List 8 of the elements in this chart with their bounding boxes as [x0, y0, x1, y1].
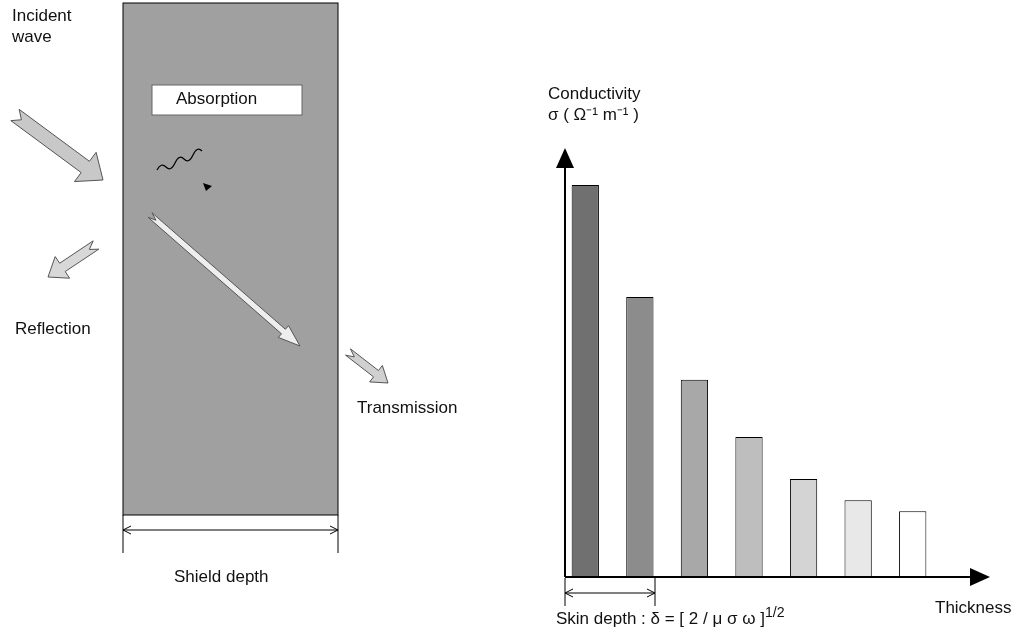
y-axis-title: Conductivity σ ( Ω⁻¹ m⁻¹ ) [548, 83, 641, 126]
text: Skin depth : δ = [ 2 / μ σ ω ]$^{1/2}$ [556, 604, 785, 628]
x-axis-title: Thickness [935, 597, 1012, 619]
text: Transmission [357, 397, 458, 419]
text: Reflection [15, 318, 91, 340]
text: Absorption [176, 88, 258, 110]
text: Incident wave [12, 5, 73, 48]
text: Shield depth [174, 566, 269, 588]
